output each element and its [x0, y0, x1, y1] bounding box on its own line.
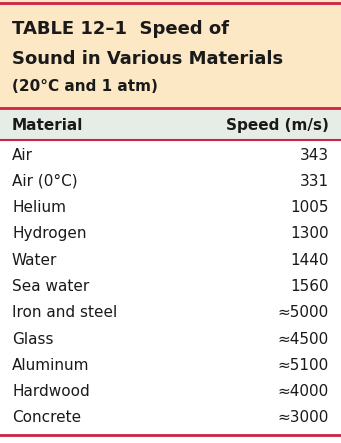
Text: ≈5100: ≈5100 [278, 358, 329, 373]
Bar [0, 0, 341, 108]
Text: Iron and steel: Iron and steel [12, 305, 117, 320]
Text: Sea water: Sea water [12, 279, 89, 294]
Text: ≈3000: ≈3000 [278, 410, 329, 425]
Text: 343: 343 [300, 148, 329, 163]
Bar [0, 108, 341, 140]
Text: ≈5000: ≈5000 [278, 305, 329, 320]
Text: Concrete: Concrete [12, 410, 81, 425]
Text: (20°C and 1 atm): (20°C and 1 atm) [12, 79, 158, 94]
Text: Hydrogen: Hydrogen [12, 226, 87, 241]
Text: 1005: 1005 [291, 200, 329, 215]
Text: Helium: Helium [12, 200, 66, 215]
Text: Air: Air [12, 148, 33, 163]
Text: 1300: 1300 [291, 226, 329, 241]
Text: TABLE 12–1  Speed of: TABLE 12–1 Speed of [12, 20, 229, 38]
Text: Water: Water [12, 253, 57, 268]
Text: Sound in Various Materials: Sound in Various Materials [12, 50, 283, 68]
Text: Air (0°C): Air (0°C) [12, 174, 78, 189]
Text: ≈4000: ≈4000 [278, 384, 329, 399]
Text: Aluminum: Aluminum [12, 358, 89, 373]
Text: 1560: 1560 [291, 279, 329, 294]
Text: 331: 331 [300, 174, 329, 189]
Text: 1440: 1440 [291, 253, 329, 268]
Bar [0, 140, 341, 443]
Text: Speed (m/s): Speed (m/s) [226, 118, 329, 133]
Text: ≈4500: ≈4500 [278, 331, 329, 346]
Text: Hardwood: Hardwood [12, 384, 90, 399]
Text: Material: Material [12, 118, 84, 133]
Text: Glass: Glass [12, 331, 54, 346]
